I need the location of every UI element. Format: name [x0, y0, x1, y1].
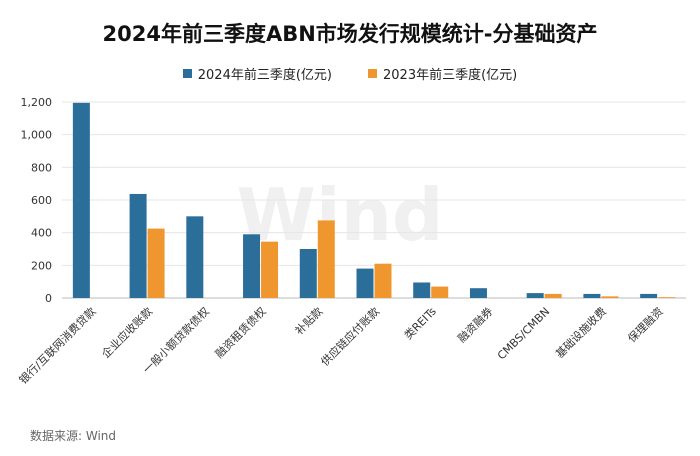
y-tick-label: 1,200 [21, 96, 53, 109]
bar [526, 293, 544, 298]
bar [261, 241, 279, 298]
x-category-label: 供应链应付账款 [318, 304, 382, 368]
bar [243, 234, 261, 298]
legend: 2024年前三季度(亿元) 2023年前三季度(亿元) [0, 64, 700, 83]
y-tick-label: 600 [31, 194, 52, 207]
bar [374, 263, 392, 298]
y-tick-label: 0 [45, 292, 52, 305]
bar [601, 296, 619, 298]
x-category-label: 企业应收账款 [99, 304, 156, 361]
x-category-label: 补贴款 [292, 304, 325, 337]
bar [72, 102, 90, 298]
x-category-label: 银行/互联网消费贷款 [16, 304, 99, 387]
bar [129, 193, 147, 298]
legend-label-2023: 2023年前三季度(亿元) [383, 68, 518, 83]
x-category-label: 保理融资 [625, 304, 666, 345]
bar [317, 220, 335, 298]
y-tick-label: 1,000 [21, 129, 53, 142]
chart-title: 2024年前三季度ABN市场发行规模统计-分基础资产 [102, 22, 598, 46]
bar [356, 268, 374, 298]
legend-item-2024: 2024年前三季度(亿元) [182, 64, 332, 83]
bar [413, 282, 431, 298]
x-category-label: 融资融券 [455, 304, 496, 345]
x-category-label: 基础设施收费 [552, 304, 609, 361]
bar [186, 216, 204, 298]
bar [658, 297, 676, 298]
legend-swatch-2023 [368, 69, 377, 78]
bar [640, 293, 658, 298]
x-category-label: 类REITs [401, 304, 439, 342]
bar [431, 286, 449, 298]
y-tick-label: 200 [31, 259, 52, 272]
x-category-label: 融资租赁债权 [212, 304, 269, 361]
legend-swatch-2024 [182, 69, 192, 78]
bar [544, 293, 562, 298]
source-note: 数据来源: Wind [30, 429, 117, 443]
x-category-label: CMBS/CMBN [495, 305, 552, 362]
y-tick-label: 800 [31, 161, 52, 174]
bar [469, 288, 487, 298]
bar [147, 228, 165, 298]
bar [299, 249, 317, 298]
legend-label-2024: 2024年前三季度(亿元) [197, 68, 332, 83]
y-tick-label: 400 [31, 227, 52, 240]
bar [583, 293, 601, 298]
legend-item-2023: 2023年前三季度(亿元) [368, 64, 517, 83]
